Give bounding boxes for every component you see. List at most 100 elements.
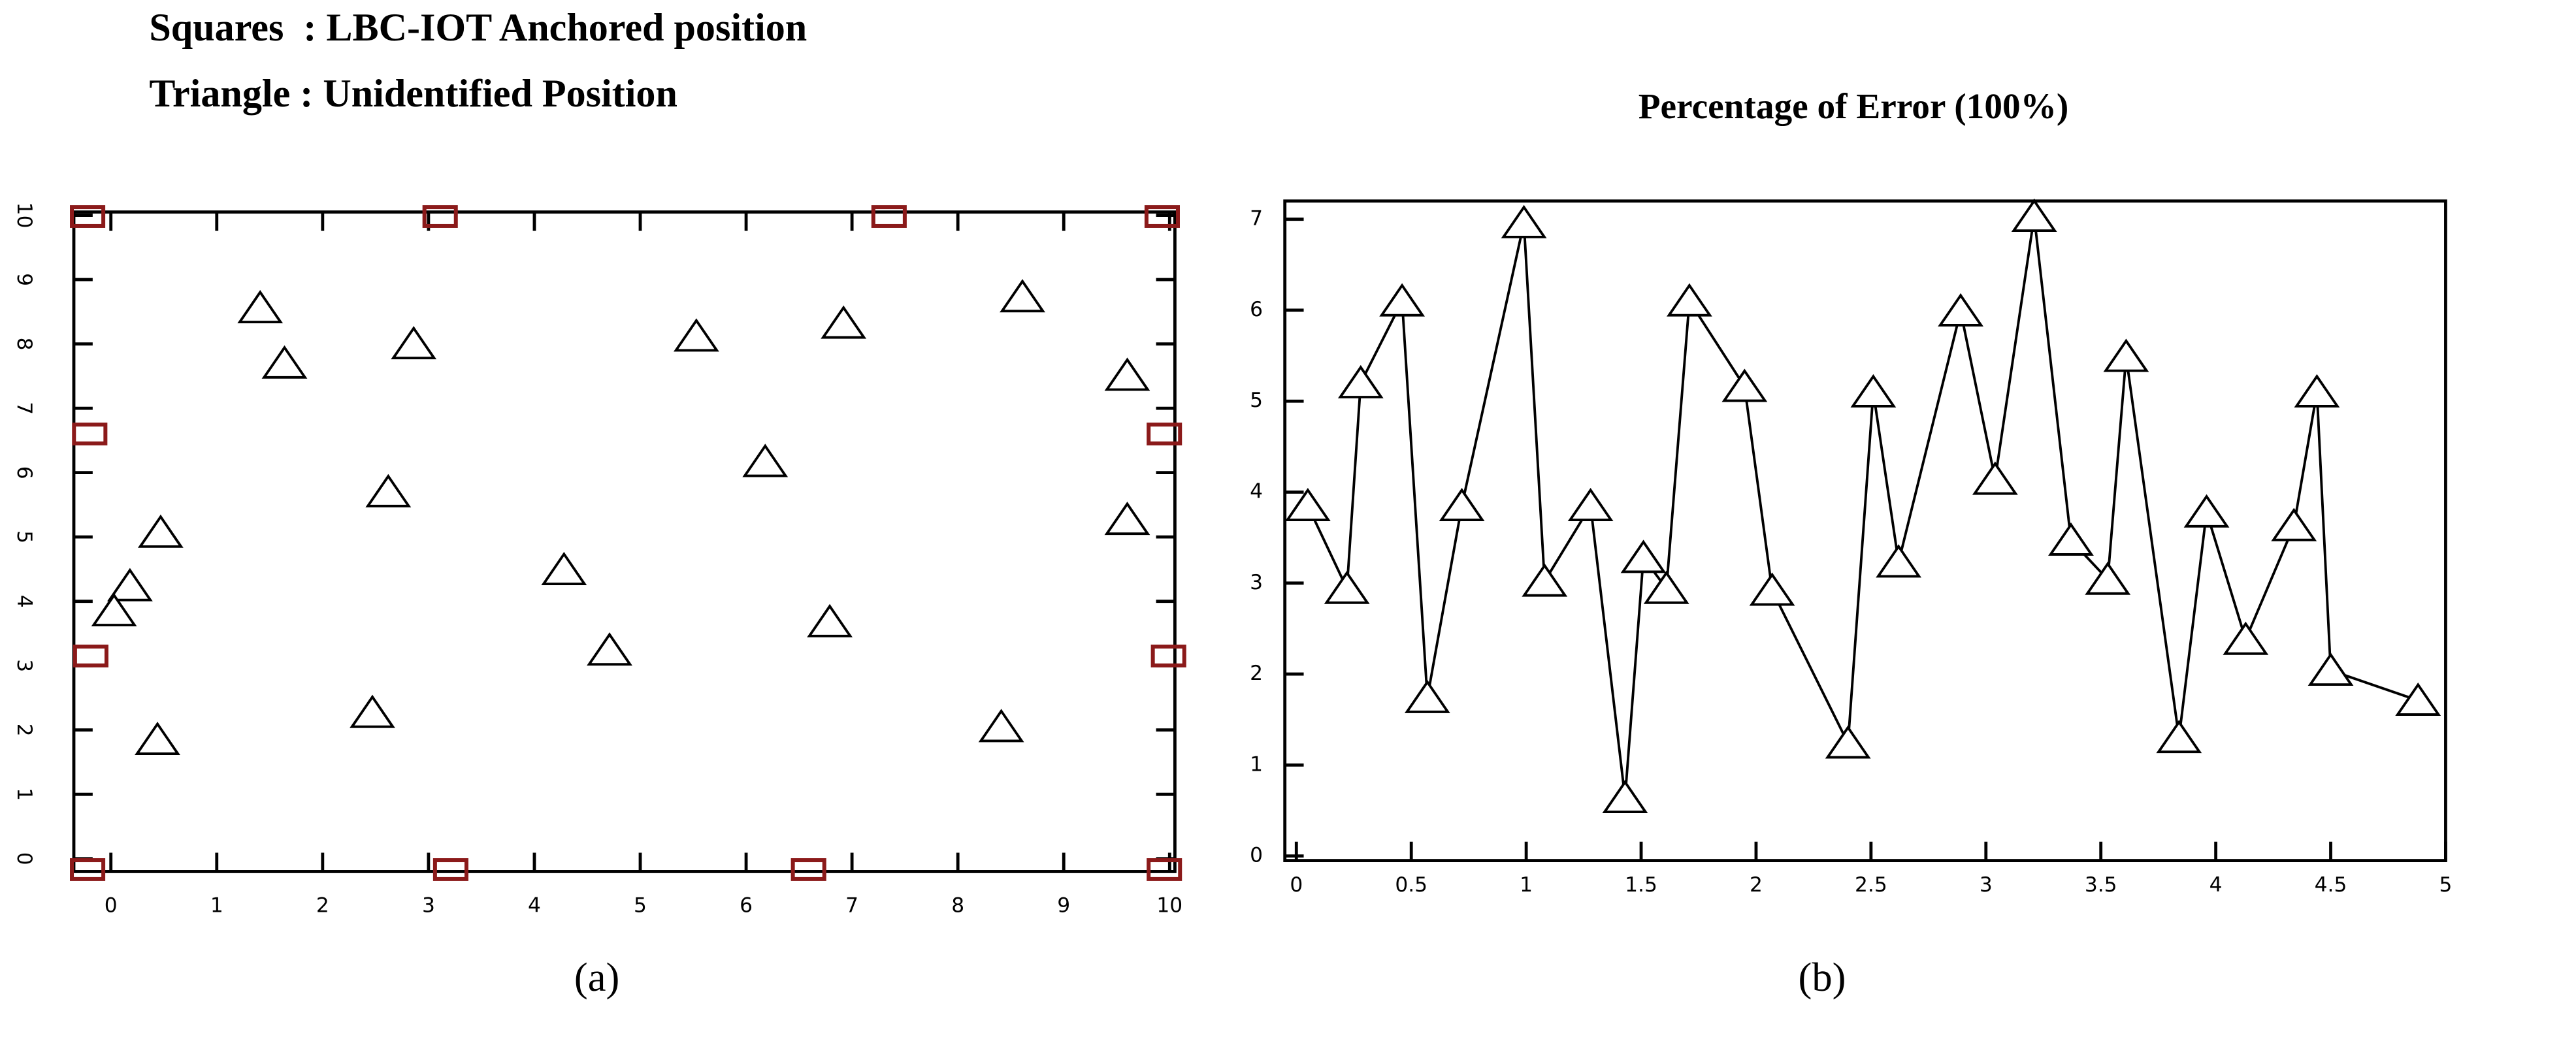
triangle-marker [135, 722, 180, 756]
y-tick-label: 4 [12, 595, 36, 608]
triangle-marker [1938, 293, 1983, 327]
triangle-marker [1876, 544, 1921, 578]
triangle-marker [1643, 570, 1689, 604]
x-tick-label: 3 [1980, 873, 1993, 897]
x-tick-label: 4 [2209, 873, 2223, 897]
anchor-square [70, 858, 106, 881]
caption: (a) [574, 954, 619, 1000]
triangle-marker [2307, 652, 2354, 686]
x-tick-label: 1 [1520, 873, 1533, 897]
triangle-marker [587, 632, 632, 666]
anchor-square [72, 423, 108, 445]
y-tick-label: 4 [1250, 480, 1263, 504]
y-tick-label: 3 [12, 659, 36, 672]
anchor-square [70, 205, 106, 228]
anchor-square [871, 205, 907, 228]
chart-title: Percentage of Error (100%) [1639, 86, 2069, 126]
y-tick-label: 1 [1250, 752, 1263, 776]
triangle-marker [807, 603, 853, 637]
y-tick-label: 5 [1250, 389, 1263, 412]
x-tick-label: 6 [740, 893, 753, 917]
triangle-marker [742, 443, 789, 477]
y-tick-label: 1 [12, 788, 36, 801]
triangle-marker [1439, 487, 1485, 521]
triangle-marker [2156, 720, 2202, 754]
triangle-marker [1620, 539, 1667, 573]
y-tick-label: 3 [1250, 571, 1263, 594]
triangle-marker [365, 474, 412, 507]
triangle-marker [261, 345, 308, 379]
y-tick-label: 2 [1250, 662, 1263, 685]
triangle-marker [821, 305, 867, 339]
x-tick-label: 10 [1156, 893, 1182, 917]
y-tick-label: 5 [12, 530, 36, 543]
x-tick-label: 0 [1290, 873, 1303, 897]
triangle-marker [2103, 338, 2149, 372]
triangle-marker [1567, 487, 1614, 521]
triangle-marker [1749, 572, 1795, 606]
anchor-square [422, 205, 458, 228]
plot-frame [72, 210, 1177, 873]
y-tick-label: 2 [12, 724, 36, 737]
caption: (b) [1799, 954, 1846, 1000]
legend-entry: Triangle : Unidentified Position [149, 72, 677, 116]
triangle-marker [2271, 507, 2317, 541]
triangle-marker [350, 694, 395, 728]
triangle-marker [1404, 679, 1450, 713]
x-tick-label: 5 [634, 893, 647, 917]
y-tick-label: 6 [12, 466, 36, 479]
triangle-marker [391, 326, 437, 360]
triangle-marker [1324, 570, 1370, 604]
x-tick-label: 2.5 [1855, 873, 1887, 897]
triangle-marker [978, 709, 1024, 743]
triangle-marker [1284, 487, 1331, 521]
triangle-marker [2085, 561, 2131, 595]
x-tick-label: 2 [316, 893, 329, 917]
plot-frame [1283, 199, 2447, 863]
x-tick-label: 4.5 [2315, 873, 2347, 897]
triangle-marker [237, 289, 284, 323]
x-tick-label: 0.5 [1395, 873, 1427, 897]
triangle-marker [1850, 374, 1897, 408]
triangle-marker [2183, 494, 2230, 528]
y-tick-label: 6 [1250, 298, 1263, 321]
triangle-marker [1104, 357, 1150, 391]
x-tick-label: 3 [422, 893, 435, 917]
triangle-marker [2048, 522, 2094, 556]
x-tick-label: 9 [1057, 893, 1070, 917]
x-tick-label: 0 [105, 893, 118, 917]
triangle-marker [1379, 283, 1426, 317]
x-tick-label: 4 [528, 893, 541, 917]
triangle-marker [1000, 279, 1045, 313]
y-tick-label: 9 [12, 273, 36, 286]
anchor-square [73, 644, 108, 667]
triangle-marker [673, 318, 719, 352]
x-tick-label: 7 [845, 893, 858, 917]
y-tick-label: 0 [1250, 844, 1263, 867]
triangle-marker [1104, 502, 1150, 536]
triangle-marker [1972, 461, 2018, 495]
y-tick-label: 7 [12, 402, 36, 415]
y-tick-label: 0 [12, 852, 36, 865]
triangle-marker [1602, 780, 1648, 814]
triangle-marker [1337, 364, 1384, 398]
triangle-marker [2294, 374, 2340, 408]
x-tick-label: 2 [1750, 873, 1763, 897]
triangle-marker [1721, 368, 1768, 402]
y-tick-label: 7 [1250, 207, 1263, 231]
legend-entry: Squares : LBC-IOT Anchored position [149, 6, 807, 50]
anchor-square [1150, 644, 1186, 667]
triangle-marker [541, 551, 587, 585]
triangle-marker [137, 514, 184, 548]
triangle-marker [2395, 683, 2441, 716]
x-tick-label: 1.5 [1625, 873, 1657, 897]
x-tick-label: 1 [210, 893, 223, 917]
triangle-marker [2223, 621, 2269, 655]
anchor-square [791, 858, 826, 881]
y-tick-label: 8 [12, 338, 36, 351]
anchor-square [432, 858, 468, 881]
triangle-marker [91, 592, 137, 626]
triangle-marker [1825, 725, 1871, 759]
